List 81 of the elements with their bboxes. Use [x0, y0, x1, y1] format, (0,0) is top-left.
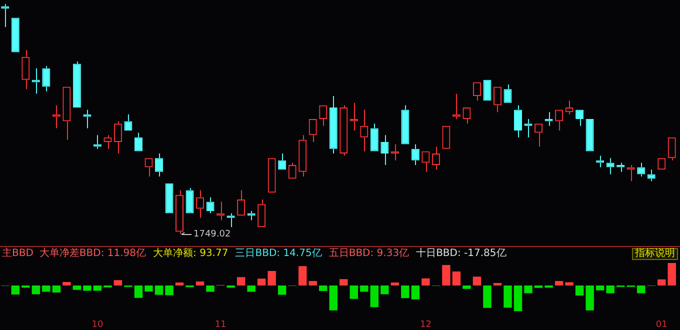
bar [298, 266, 307, 286]
bar [114, 280, 122, 286]
bar [636, 286, 646, 294]
x-tick-label: 10 [92, 320, 104, 330]
bar [350, 286, 358, 299]
bar [11, 286, 20, 295]
bar [175, 282, 184, 286]
bar [42, 286, 50, 292]
bar [554, 280, 564, 286]
bar [493, 283, 502, 286]
x-tick-label: 12 [420, 320, 432, 330]
bar [504, 286, 512, 308]
bar [658, 279, 666, 286]
bar [442, 265, 450, 286]
bar [93, 286, 102, 291]
bar [606, 286, 614, 294]
bar [340, 279, 348, 286]
bar [196, 281, 204, 286]
text: 指标说明 [632, 248, 678, 260]
candlestick [606, 158, 614, 175]
bar [380, 286, 389, 294]
candlestick [226, 212, 235, 228]
bar [319, 286, 328, 291]
candlestick [504, 84, 512, 103]
text: 三日BBD: 14.75亿 [235, 248, 322, 259]
bar [524, 286, 532, 294]
bar [360, 286, 368, 292]
bar [596, 286, 604, 290]
bar [165, 286, 174, 296]
text: 十日BBD: -17.85亿 [416, 248, 506, 259]
bar [586, 286, 594, 310]
candlestick [616, 162, 625, 172]
bar [565, 282, 574, 286]
candlestick [154, 153, 163, 177]
bar [462, 286, 471, 289]
bar [206, 286, 214, 292]
candlestick [514, 104, 522, 138]
bar [144, 286, 153, 292]
bar [72, 286, 82, 290]
candlestick [370, 123, 378, 152]
bar [62, 282, 71, 286]
bar [268, 270, 276, 286]
annotation: 1749.02 [194, 229, 231, 240]
candlestick [42, 66, 50, 92]
bar [668, 263, 676, 286]
text: 五日BBD: 9.33亿 [328, 248, 410, 259]
bar [452, 271, 461, 286]
chart-title: 主BBD [2, 248, 34, 259]
bar [329, 286, 338, 310]
bar [83, 286, 92, 291]
bar [514, 286, 522, 312]
candlestick [524, 118, 532, 138]
bar [472, 276, 482, 286]
bar [134, 286, 143, 298]
bar [370, 286, 379, 308]
text: 大单净额: 93.77 [153, 248, 228, 259]
candlestick [72, 61, 81, 108]
candlestick [186, 188, 194, 214]
bar [390, 282, 400, 286]
bar [257, 278, 266, 286]
candlestick [401, 104, 410, 144]
candlestick [637, 162, 646, 177]
bar [247, 286, 256, 292]
candlestick [329, 96, 338, 154]
candlestick [134, 132, 142, 152]
text: 大单净差BBD: 11.98亿 [39, 248, 146, 259]
bar [411, 286, 420, 300]
x-tick-label: 01 [656, 320, 668, 330]
bar [154, 286, 164, 295]
bar [308, 280, 317, 286]
bar [236, 277, 246, 286]
bar [32, 286, 40, 294]
candlestick [544, 112, 553, 126]
bar [422, 278, 430, 286]
bar [278, 286, 286, 295]
bar [575, 286, 584, 296]
bar [52, 286, 61, 292]
bar [401, 286, 410, 298]
bar [483, 286, 492, 308]
x-tick-label: 11 [214, 320, 226, 330]
candlestick [647, 169, 656, 182]
